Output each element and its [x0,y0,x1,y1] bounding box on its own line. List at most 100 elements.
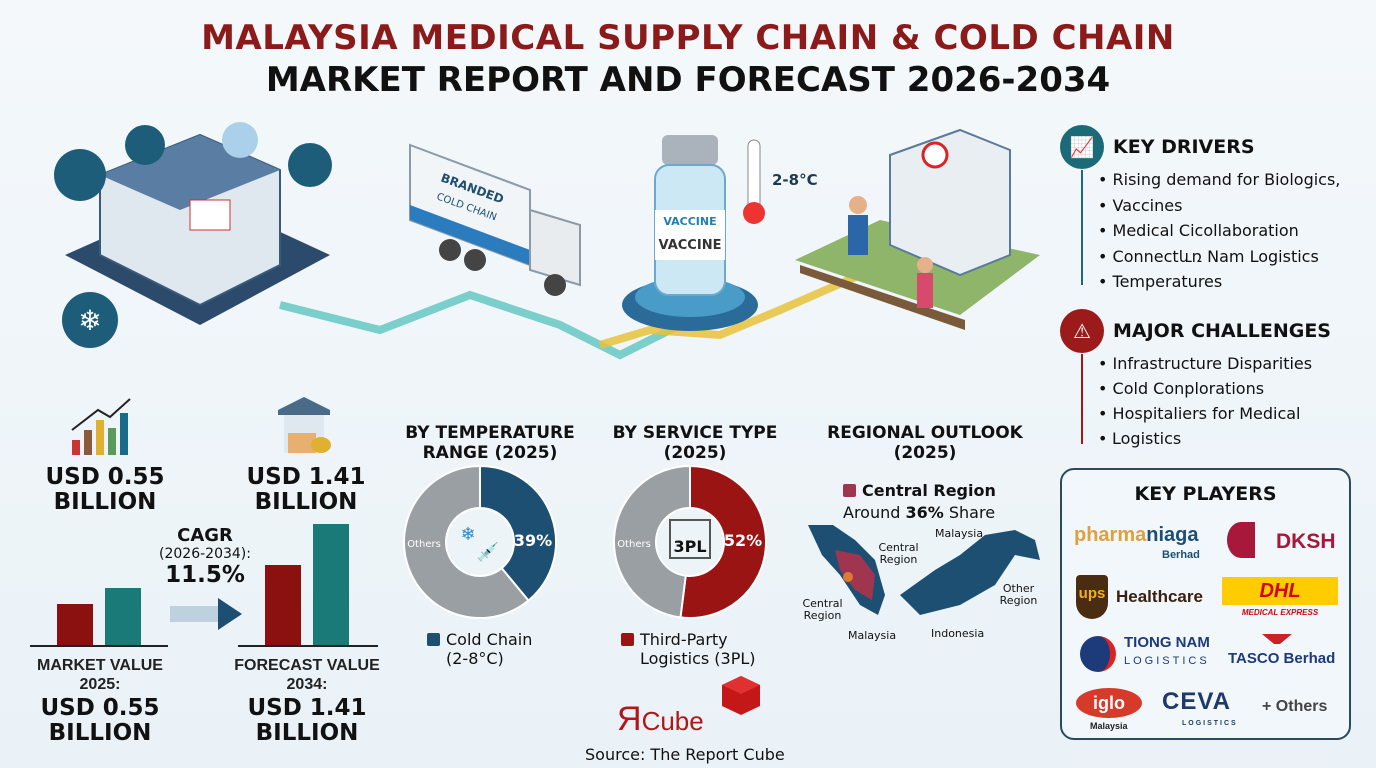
donut-slice-others [403,465,530,619]
cagr-block: CAGR (2026-2034): 11.5% [159,525,251,588]
donut-data-label: 52% [724,531,762,550]
dksh-logo: DKSH [1276,530,1336,553]
title-line-2: MARKET REPORT AND FORECAST 2026-2034 [265,60,1111,100]
warehouse-icon [669,519,711,559]
legend-swatch [621,633,634,646]
worker-icon: ⚠ [1060,309,1104,353]
source-text: Source: The Report Cube [585,745,785,764]
svg-text:❄: ❄ [78,304,101,337]
bar-2025-b [105,588,141,646]
medical-cross-icon [189,199,231,231]
map-label-central-2: Central Region [802,597,843,622]
drivers-item: Vaccines [1098,193,1340,219]
tiong-nam-logistics: LOGISTICS [1124,655,1210,667]
bar-2025-a [57,604,93,646]
ups-logo: ups [1076,575,1108,619]
challenges-title: MAJOR CHALLENGES [1113,320,1331,342]
challenges-item: Cold Conplorations [1098,376,1312,401]
vial-label-2: VACCINE [659,238,722,253]
flow-path [279,290,702,360]
map-label-central: Central Region [878,541,919,566]
region-highlight: Central Region [843,481,996,500]
warehouse-coins-icon [278,397,331,453]
syringe-icon: 💉 [477,541,499,563]
courier-icon [849,196,867,214]
flow-path-yellow [598,271,862,349]
donut-others-label: Others [407,539,441,550]
region-share: Around 36% Share [843,503,996,522]
market-value-2025-headline: USD 0.55 BILLION [45,464,165,515]
service-donut: 52% Others 3PL [613,465,767,619]
market-bars [30,524,378,647]
tasco-logo: TASCO Berhad [1228,650,1336,667]
forecast-value-2034-headline: USD 1.41 BILLION [246,464,366,515]
regional-title: REGIONAL OUTLOOK (2025) [827,423,1023,463]
tiong-nam-logo: TIONG NAM [1124,634,1210,651]
temperature-donut: 39% Others ❄💉 [403,465,557,619]
donut-slice-others [613,465,691,619]
snowflake-icon: ❄ [460,524,475,545]
nurse-icon [917,257,933,273]
vial-label: VACCINE [663,215,716,228]
market-value-2025: USD 0.55 BILLION [40,695,160,746]
first-aid-icon [125,125,165,165]
key-players-panel: KEY PLAYERS pharmaniaga Berhad DKSH ups … [1060,468,1351,740]
central-region [835,550,875,600]
forecast-value-2034: USD 1.41 BILLION [247,695,367,746]
drivers-item: Medical Cicollaboration [1098,218,1340,244]
map-label-malaysia: Malaysia [935,527,984,540]
tasco-icon [1262,634,1292,644]
growth-chart-icon: 📈 [1060,125,1104,169]
donut-slice-main [479,465,557,602]
map-label-indonesia: Indonesia [931,627,985,640]
cube-logo-icon [722,676,760,715]
title-line-1: MALAYSIA MEDICAL SUPPLY CHAIN & COLD CHA… [201,18,1175,58]
iglo-malaysia: Malaysia [1090,721,1128,731]
pharmaniaga-logo: pharmaniaga [1074,524,1199,546]
temperature-label: 2-8°C [772,171,818,189]
growth-chart-icon [71,398,131,455]
drivers-item: Rising demand for Biologics, [1098,167,1341,193]
hospital-icon [889,128,1011,277]
drivers-item: Temperatures [1098,269,1340,295]
donut-center-3pl: 3PL [673,537,706,556]
dhl-logo: DHL [1222,577,1338,605]
malaysia-map [808,525,1040,615]
forecast-value-label: FORECAST VALUE 2034: [234,657,380,693]
ups-healthcare: Healthcare [1116,587,1203,606]
bar-2034-b [313,524,349,646]
arrow-icon [218,598,242,630]
vial-cap [662,135,718,165]
pharmaniaga-berhad: Berhad [1162,549,1200,561]
snowflake-icon [62,292,118,348]
dhl-medical-express: MEDICAL EXPRESS [1241,608,1319,617]
map-label-other: Other Region [999,582,1038,607]
thermometer-icon-2 [288,143,332,187]
thermometer-icon-3 [747,139,761,211]
ceva-logistics: LOGISTICS [1182,720,1238,727]
bar-2034-a [265,565,301,646]
drivers-item: Connectևռ Nam Logistics [1098,244,1340,270]
service-legend: Third-Party Logistics (3PL) [621,630,756,668]
key-players-title: KEY PLAYERS [1134,483,1277,505]
drivers-title: KEY DRIVERS [1113,136,1255,158]
donut-slice-main [679,465,767,619]
dksh-palm-icon [1227,522,1255,558]
thermometer-icon [54,149,106,201]
tiong-nam-icon [1080,636,1116,672]
legend-swatch [427,633,440,646]
others-label: + Others [1262,698,1328,715]
market-value-label: MARKET VALUE 2025: [37,657,163,693]
supply-chain-illustration: ❄ BRANDED COLD CHAIN VACCINE VACCINE 2-8… [54,122,1040,360]
temperature-legend: Cold Chain (2-8°C) [427,630,532,668]
report-cube-logo: ЯCube [617,700,704,738]
temperature-chart-title: BY TEMPERATURE RANGE (2025) [405,423,575,463]
donut-others-label: Others [617,539,651,550]
donut-data-label: 39% [514,531,552,550]
service-chart-title: BY SERVICE TYPE (2025) [612,423,778,463]
map-label-malaysia-2: Malaysia [848,629,897,642]
challenges-item: Logistics [1098,426,1312,451]
cloud-icon [222,122,258,158]
iglo-logo: iglo [1076,688,1142,718]
ceva-logo: CEVA [1162,688,1231,715]
